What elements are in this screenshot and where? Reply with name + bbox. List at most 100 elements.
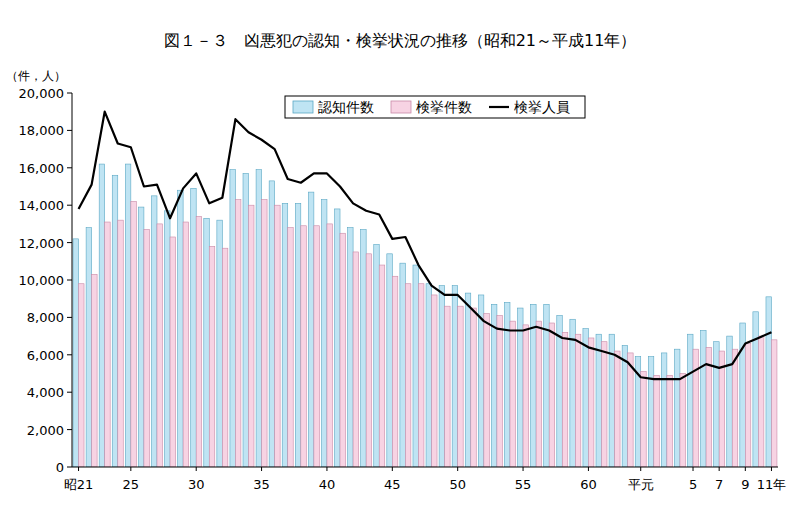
- bar: [131, 201, 136, 467]
- x-tick-label: 25: [123, 477, 140, 492]
- legend-swatch: [391, 101, 411, 113]
- x-tick-label: 35: [253, 477, 270, 492]
- title: 図１－３ 凶悪犯の認知・検挙状況の推移（昭和21～平成11年）: [164, 31, 637, 50]
- bar: [484, 314, 489, 467]
- bar: [275, 205, 280, 467]
- y-tick-label: 10,000: [19, 273, 65, 288]
- x-tick-label: 60: [580, 477, 597, 492]
- y-tick-label: 2,000: [27, 423, 64, 438]
- bar: [661, 353, 666, 467]
- bar: [112, 175, 117, 467]
- x-tick-label: 11年: [757, 477, 787, 492]
- x-tick: [457, 467, 458, 471]
- bar: [230, 170, 235, 467]
- bar: [170, 237, 175, 467]
- bar: [654, 375, 659, 467]
- bar: [340, 233, 345, 467]
- bar: [575, 334, 580, 467]
- bar: [262, 200, 267, 467]
- bar: [282, 203, 287, 467]
- bar: [745, 344, 750, 467]
- bar: [151, 196, 156, 467]
- bar: [183, 222, 188, 467]
- legend-label: 検挙人員: [514, 99, 570, 115]
- y-tick-label: 14,000: [19, 198, 65, 213]
- x-tick-label: 30: [188, 477, 205, 492]
- bar: [165, 211, 170, 467]
- x-tick-label: 5: [689, 477, 697, 492]
- x-tick: [326, 467, 327, 471]
- bar: [536, 321, 541, 467]
- bar: [615, 351, 620, 467]
- y-tick-label: 18,000: [19, 123, 65, 138]
- x-tick: [196, 467, 197, 471]
- y-tick-label: 0: [56, 460, 64, 475]
- x-tick: [745, 467, 746, 471]
- bar: [249, 205, 254, 467]
- legend-label: 認知件数: [318, 99, 374, 115]
- y-tick-label: 8,000: [27, 310, 64, 325]
- x-tick-label: 45: [384, 477, 401, 492]
- bar: [771, 340, 776, 467]
- bar: [439, 286, 444, 467]
- y-tick: [67, 354, 72, 355]
- bar: [504, 302, 509, 467]
- x-tick: [719, 467, 720, 471]
- bar: [413, 265, 418, 467]
- bar: [680, 374, 685, 468]
- bar: [86, 228, 91, 467]
- bar: [209, 246, 214, 467]
- bar: [758, 336, 763, 467]
- bar: [178, 190, 183, 467]
- bar: [602, 342, 607, 467]
- x-tick: [588, 467, 589, 471]
- bar: [570, 319, 575, 467]
- x-tick-label: 昭21: [64, 477, 94, 492]
- x-tick-label: 50: [449, 477, 466, 492]
- x-tick: [771, 467, 772, 471]
- bar: [125, 164, 130, 467]
- y-tick-label: 16,000: [19, 161, 65, 176]
- bar: [727, 336, 732, 467]
- bar: [144, 230, 149, 467]
- bar: [269, 181, 274, 467]
- bar: [596, 334, 601, 467]
- y-axis-label: （件，人）: [6, 69, 66, 83]
- bar: [314, 226, 319, 467]
- legend-swatch: [293, 101, 313, 113]
- x-tick-label: 7: [715, 477, 723, 492]
- x-axis: [72, 467, 778, 468]
- legend-label: 検挙件数: [416, 99, 472, 115]
- x-tick: [693, 467, 694, 471]
- bar: [497, 316, 502, 467]
- x-tick: [392, 467, 393, 471]
- bar: [196, 216, 201, 467]
- bar: [392, 276, 397, 467]
- bar: [191, 188, 196, 467]
- bar: [753, 312, 758, 467]
- y-tick: [67, 467, 72, 468]
- bar: [379, 265, 384, 467]
- bar: [445, 306, 450, 467]
- x-tick: [523, 467, 524, 471]
- bar: [295, 203, 300, 467]
- x-tick: [261, 467, 262, 471]
- bar: [99, 164, 104, 467]
- bar: [222, 248, 227, 467]
- y-tick: [67, 205, 72, 206]
- bar: [374, 244, 379, 467]
- bar: [714, 342, 719, 467]
- y-tick-label: 12,000: [19, 236, 65, 251]
- bar: [458, 306, 463, 467]
- bar: [471, 308, 476, 467]
- bar: [243, 173, 248, 467]
- bar: [648, 357, 653, 467]
- bar: [688, 334, 693, 467]
- bar: [562, 332, 567, 467]
- bar: [523, 325, 528, 467]
- bar: [157, 224, 162, 467]
- x-tick: [640, 467, 641, 471]
- bar: [588, 338, 593, 467]
- bar: [766, 297, 771, 467]
- bar: [432, 295, 437, 467]
